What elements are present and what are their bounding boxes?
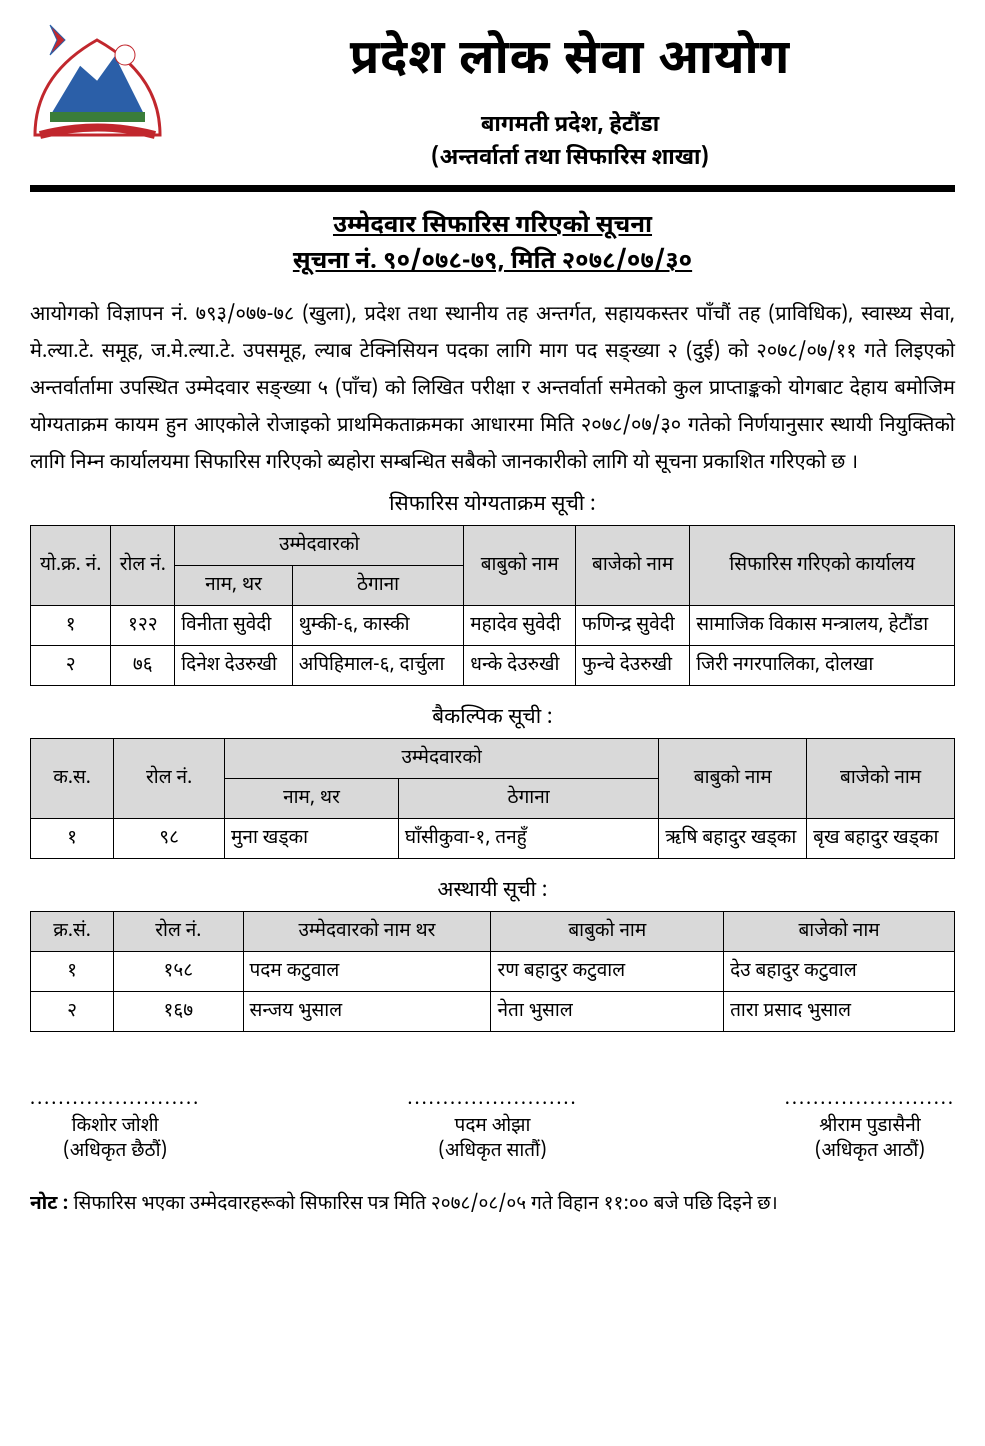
footer-note: नोट : सिफारिस भएका उम्मेदवारहरूको सिफारि…	[30, 1192, 955, 1217]
notice-number: सूचना नं. ९०/०७८-७९, मिति २०७८/०७/३०	[30, 246, 955, 278]
header-divider	[30, 185, 955, 192]
table-row: २ ७६ दिनेश देउरुखी अपिहिमाल-६, दार्चुला …	[31, 646, 955, 686]
note-text: सिफारिस भएका उम्मेदवारहरूको सिफारिस पत्र…	[74, 1192, 778, 1217]
th-father: बाबुको नाम	[659, 739, 807, 819]
th-candidate: उम्मेदवारको	[175, 526, 464, 566]
th-grandfather: बाजेको नाम	[576, 526, 690, 606]
table2-caption: बैकल्पिक सूची :	[30, 704, 955, 732]
nepal-emblem-icon	[30, 20, 165, 140]
th-grandfather: बाजेको नाम	[807, 739, 955, 819]
signatures-row: ........................ किशोर जोशी (अधि…	[30, 1087, 955, 1164]
branch-line: (अन्तर्वार्ता तथा सिफारिस शाखा)	[185, 144, 955, 173]
th-father: बाबुको नाम	[491, 912, 724, 952]
th-name: नाम, थर	[225, 779, 399, 819]
signature-line: ........................	[407, 1087, 577, 1112]
document-header: प्रदेश लोक सेवा आयोग बागमती प्रदेश, हेटौ…	[30, 20, 955, 177]
th-roll: रोल नं.	[114, 912, 243, 952]
table-row: १ १२२ विनीता सुवेदी थुम्की-६, कास्की महा…	[31, 606, 955, 646]
header-text-block: प्रदेश लोक सेवा आयोग बागमती प्रदेश, हेटौ…	[185, 20, 955, 177]
signer-rank: (अधिकृत छैठौं)	[30, 1139, 200, 1164]
table-row: १ ९८ मुना खड्का घाँसीकुवा-१, तनहुँ ऋषि ब…	[31, 819, 955, 859]
table-row: १ १५८ पदम कटुवाल रण बहादुर कटुवाल देउ बह…	[31, 952, 955, 992]
th-sn: क्र.सं.	[31, 912, 114, 952]
th-father: बाबुको नाम	[464, 526, 576, 606]
table3-caption: अस्थायी सूची :	[30, 877, 955, 905]
th-roll: रोल नं.	[114, 739, 225, 819]
th-roll: रोल नं.	[111, 526, 175, 606]
th-candidate: उम्मेदवारको	[225, 739, 659, 779]
th-sn: यो.क्र. नं.	[31, 526, 111, 606]
th-address: ठेगाना	[398, 779, 658, 819]
signer-rank: (अधिकृत सातौं)	[407, 1139, 577, 1164]
table1-caption: सिफारिस योग्यताक्रम सूची :	[30, 491, 955, 519]
org-title: प्रदेश लोक सेवा आयोग	[185, 30, 955, 93]
signer-rank: (अधिकृत आठौं)	[785, 1139, 955, 1164]
signature-line: ........................	[785, 1087, 955, 1112]
signature-line: ........................	[30, 1087, 200, 1112]
signature-block: ........................ पदम ओझा (अधिकृत…	[407, 1087, 577, 1164]
table-row: २ १६७ सन्जय भुसाल नेता भुसाल तारा प्रसाद…	[31, 992, 955, 1032]
province-line: बागमती प्रदेश, हेटौंडा	[185, 111, 955, 140]
th-sn: क.स.	[31, 739, 114, 819]
signer-name: किशोर जोशी	[30, 1114, 200, 1139]
signature-block: ........................ श्रीराम पुडासैन…	[785, 1087, 955, 1164]
note-label: नोट :	[30, 1192, 69, 1217]
signer-name: पदम ओझा	[407, 1114, 577, 1139]
th-name: उम्मेदवारको नाम थर	[243, 912, 491, 952]
alternative-table: क.स. रोल नं. उम्मेदवारको बाबुको नाम बाजे…	[30, 738, 955, 859]
signature-block: ........................ किशोर जोशी (अधि…	[30, 1087, 200, 1164]
notice-title: उम्मेदवार सिफारिस गरिएको सूचना	[30, 210, 955, 242]
th-office: सिफारिस गरिएको कार्यालय	[690, 526, 955, 606]
recommendation-table: यो.क्र. नं. रोल नं. उम्मेदवारको बाबुको न…	[30, 525, 955, 686]
temporary-table: क्र.सं. रोल नं. उम्मेदवारको नाम थर बाबुक…	[30, 911, 955, 1032]
th-name: नाम, थर	[175, 566, 293, 606]
th-grandfather: बाजेको नाम	[724, 912, 955, 952]
body-paragraph: आयोगको विज्ञापन नं. ७९३/०७७-७८ (खुला), प…	[30, 298, 955, 483]
th-address: ठेगाना	[292, 566, 463, 606]
signer-name: श्रीराम पुडासैनी	[785, 1114, 955, 1139]
table1-body: १ १२२ विनीता सुवेदी थुम्की-६, कास्की महा…	[31, 606, 955, 686]
